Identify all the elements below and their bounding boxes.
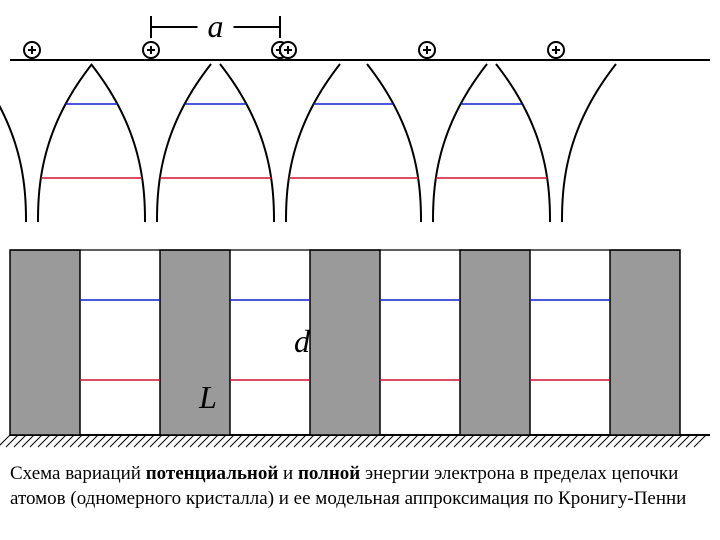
caption-pre: Схема вариаций: [10, 463, 146, 484]
figure-caption: Схема вариаций потенциальной и полной эн…: [10, 462, 710, 511]
caption-bold-1: потенциальной: [146, 463, 279, 484]
svg-text:d: d: [294, 323, 311, 359]
svg-text:L: L: [198, 379, 217, 415]
kronig-penney-diagram: a Ld: [0, 0, 720, 460]
svg-text:a: a: [208, 8, 224, 44]
caption-mid1: и: [278, 463, 298, 484]
caption-bold-2: полной: [298, 463, 360, 484]
